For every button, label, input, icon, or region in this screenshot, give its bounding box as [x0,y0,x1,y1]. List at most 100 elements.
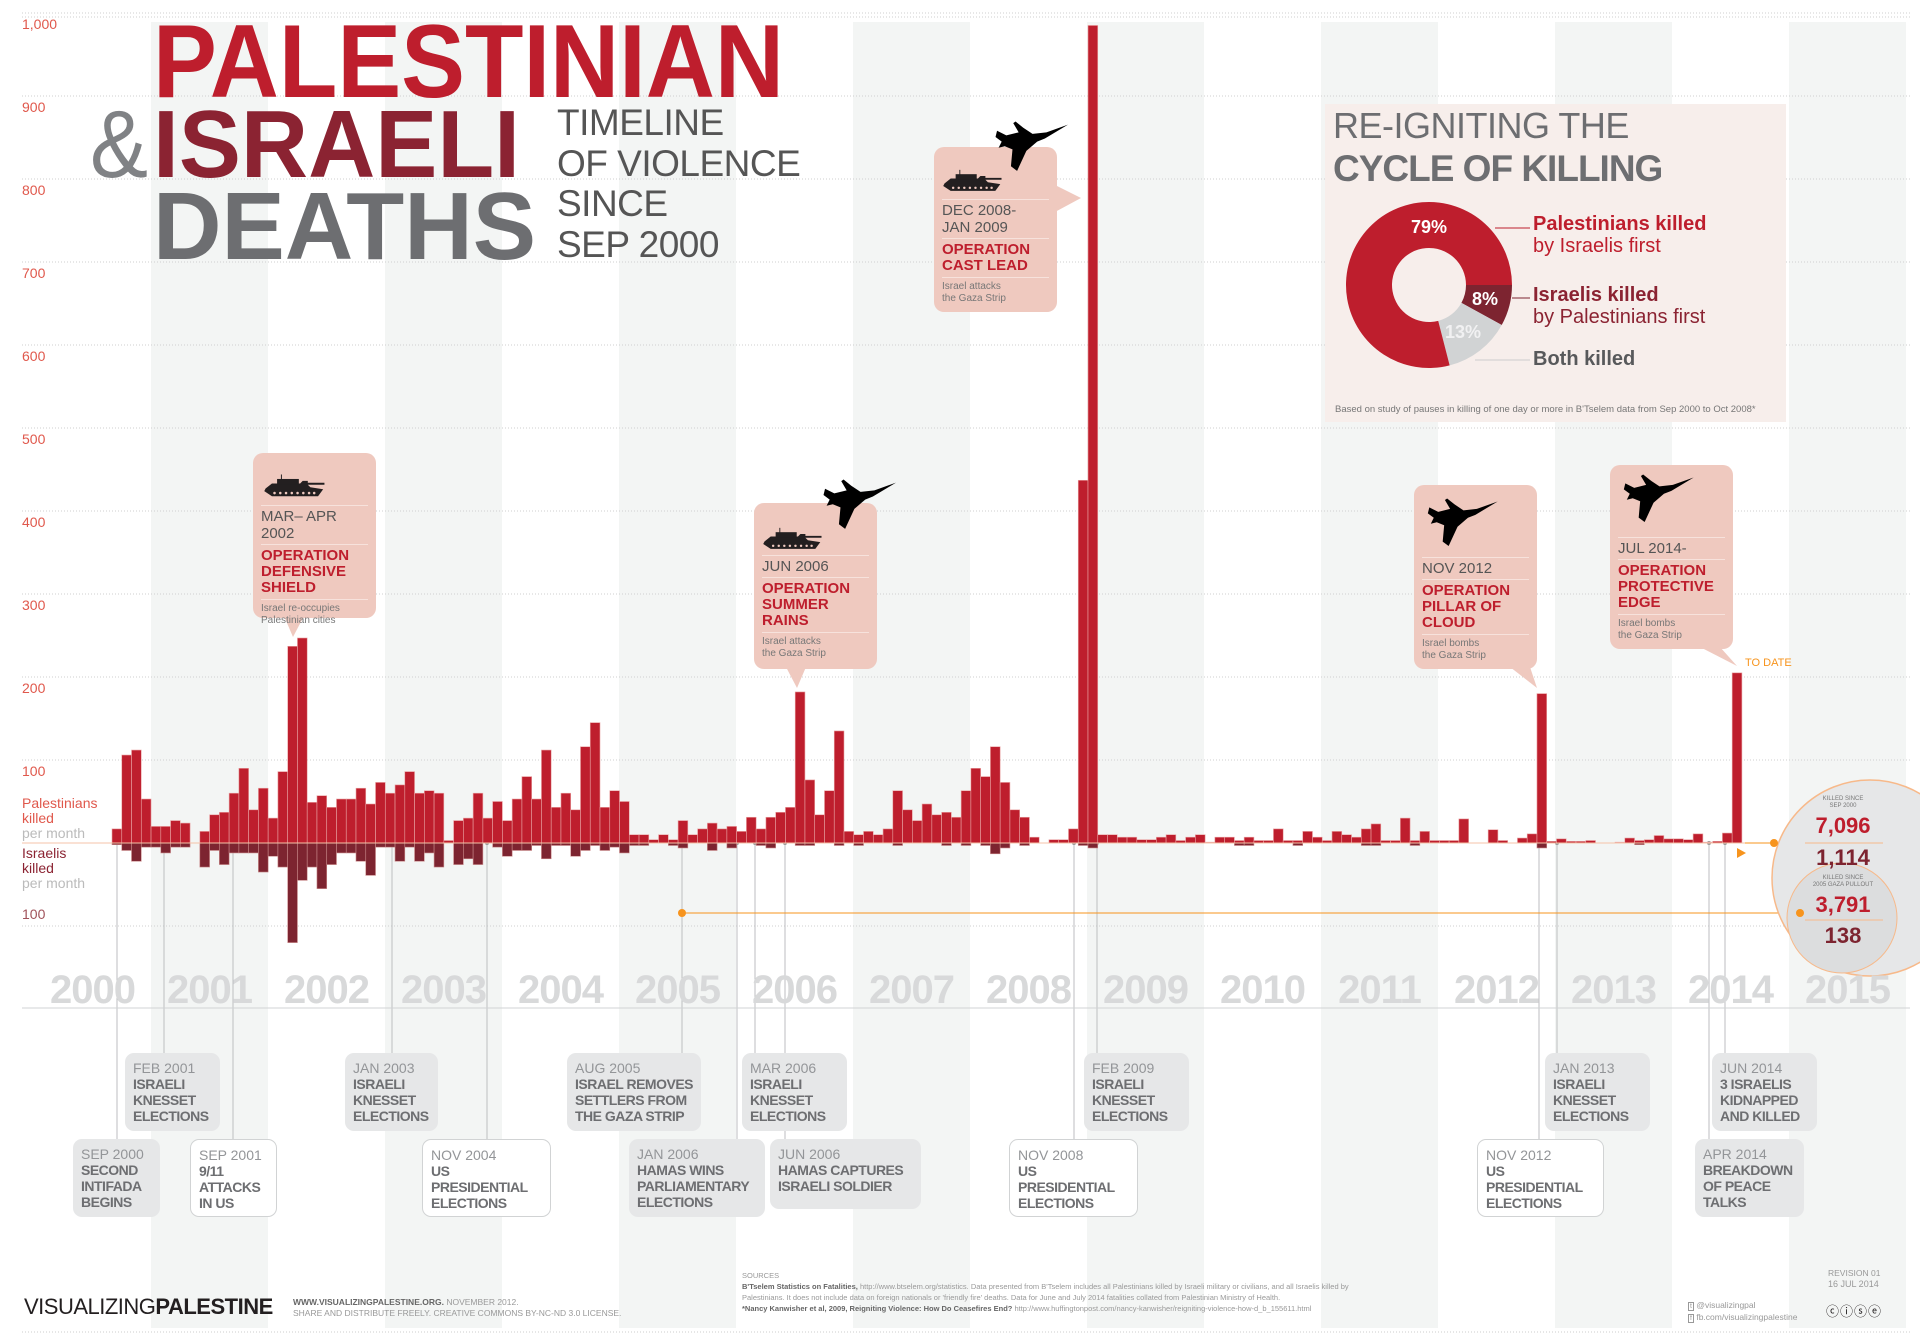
palestinian-bar [365,803,376,844]
event-title: ISRAELI KNESSET ELECTIONS [1553,1076,1629,1124]
event-date: FEB 2001 [133,1060,196,1076]
palestinian-bar [1692,833,1704,844]
palestinian-bar [560,792,572,844]
legend-palestinians: Palestinians killed by Israelis first [1533,213,1706,257]
israeli-bar [433,842,445,868]
x-tick-label: 2003 [401,968,487,1012]
palestinian-bar [424,790,435,844]
callout-name: OPERATION PROTECTIVE EDGE [1618,560,1725,615]
israeli-bar [150,842,162,848]
palestinian-bar [316,795,328,844]
event-date: MAR 2006 [750,1060,817,1076]
palestinian-bar [287,645,298,844]
palestinian-bar [1653,835,1665,844]
israeli-bar [492,842,503,848]
subtitle-line: SEP 2000 [557,224,719,265]
palestinian-bar [980,776,991,844]
brand-bold: PALESTINE [155,1294,273,1319]
fighter-jet-icon [1422,493,1529,557]
israeli-bar [170,842,181,848]
callout-description: Israel attacks the Gaza Strip [762,636,826,659]
palestinian-bar [853,834,864,844]
y-tick-label: 600 [22,348,46,364]
israeli-bar [472,842,484,865]
event-date: SEP 2000 [81,1146,144,1162]
israeli-bar [140,842,152,848]
totals-label-since-2000: KILLED SINCE SEP 2000 [1822,796,1864,809]
israeli-bar [160,842,171,854]
israeli-bar [228,842,240,854]
event-label: NOV 2012 US PRESIDENTIAL ELECTIONS [1477,1139,1604,1217]
israeli-bar [121,842,132,851]
palestinian-bar [502,820,513,844]
x-tick-label: 2012 [1454,968,1540,1012]
israeli-bar [248,842,259,854]
palestinian-bar [1107,834,1118,844]
event-title: ISRAEL REMOVES SETTLERS FROM THE GAZA ST… [575,1076,694,1124]
sources-heading: SOURCES [742,1271,780,1280]
palestinian-bar [248,809,259,844]
israeli-bar [336,842,347,854]
palestinian-bar [1195,834,1206,844]
facebook-link[interactable]: fb.com/visualizingpalestine [1696,1312,1798,1322]
palestinian-bar [1731,672,1743,844]
palestinian-bar [804,779,816,844]
israeli-bar [219,842,230,865]
palestinian-bar [1458,818,1469,844]
callout-description: Israel attacks the Gaza Strip [942,281,1006,304]
israeli-bar [277,842,288,868]
palestinian-bar [1087,25,1099,844]
palestinian-bar [1722,832,1733,844]
palestinian-bar [882,828,894,844]
israeli-bar [345,842,357,854]
palestinian-bar [277,771,288,844]
site-link[interactable]: WWW.VISUALIZINGPALESTINE.ORG. [293,1297,444,1307]
palestinian-bar [707,822,718,844]
event-label: MAR 2006 ISRAELI KNESSET ELECTIONS [742,1053,847,1131]
israeli-bar [570,842,581,857]
palestinian-bar [1273,828,1284,844]
title-ampersand: & [90,91,148,198]
palestinian-bar [902,809,913,844]
connector-dot [678,909,686,917]
event-label: APR 2014 BREAKDOWN OF PEACE TALKS [1695,1139,1804,1217]
israeli-unit-label: per month [22,875,86,891]
israeli-bar [990,842,1001,855]
palestinian-bar [755,828,767,844]
event-title: HAMAS CAPTURES ISRAELI SOLDIER [778,1162,904,1194]
y-tick-label: 400 [22,514,46,530]
event-date: NOV 2008 [1018,1147,1084,1163]
event-title: ISRAELI KNESSET ELECTIONS [133,1076,209,1124]
israeli-bar [404,842,415,848]
x-tick-label: 2013 [1571,968,1657,1012]
footer-credits: WWW.VISUALIZINGPALESTINE.ORG. NOVEMBER 2… [293,1297,621,1319]
source-link[interactable]: http://www.huffingtonpost.com/nancy-kanw… [1012,1304,1312,1313]
callout-name: OPERATION SUMMER RAINS [762,578,869,633]
event-label: SEP 2000 SECOND INTIFADA BEGINS [73,1139,160,1217]
slice-pct-palestinians: 79% [1411,217,1448,237]
callout-date: JUN 2006 [762,555,869,578]
palestinian-bar [814,814,825,844]
israeli-bar [521,842,532,851]
palestinian-bar [384,792,396,844]
total-israelis-since-2000: 1,114 [1816,845,1870,870]
connector-dot [1770,839,1778,847]
legend-label: Both killed [1533,348,1636,370]
source-text: http://www.btselem.org/statistics. Data … [857,1282,1349,1291]
palestinian-bar [355,787,367,844]
callout-pointer [786,667,806,688]
palestinian-bar [1536,693,1548,844]
palestinian-bar [892,790,903,844]
palestinian-bar [843,831,855,844]
israeli-bar [238,842,249,854]
palestinian-bar [1077,479,1089,844]
palestinian-bar [794,691,806,844]
y-tick-label: 900 [22,99,46,115]
palestinian-bar [833,730,845,844]
twitter-handle[interactable]: @visualizingpal [1696,1300,1756,1310]
palestinian-bar [160,826,171,844]
palestinian-bar [375,782,386,844]
callout-cast-lead: DEC 2008- JAN 2009 OPERATION CAST LEAD I… [934,147,1057,312]
event-label: JUN 2006 HAMAS CAPTURES ISRAELI SOLDIER [770,1139,921,1209]
event-label: NOV 2004 US PRESIDENTIAL ELECTIONS [422,1139,551,1217]
